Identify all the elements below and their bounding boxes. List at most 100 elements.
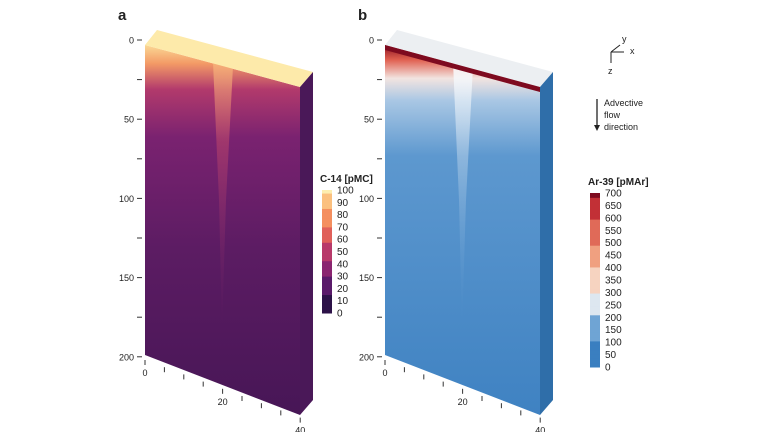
colorbar-segment bbox=[322, 282, 332, 286]
colorbar-segment bbox=[590, 332, 600, 338]
plume bbox=[453, 62, 473, 330]
top-face bbox=[145, 30, 313, 87]
depth-tick-label: 150 bbox=[119, 273, 134, 283]
colorbar-tick-label: 30 bbox=[337, 272, 349, 283]
depth-tick-label: 100 bbox=[119, 194, 134, 204]
colorbar-segment bbox=[590, 345, 600, 351]
colorbar-segment bbox=[590, 293, 600, 298]
colorbar-tick-label: 0 bbox=[605, 363, 611, 374]
colorbar-segment bbox=[590, 271, 600, 277]
colorbar-segment bbox=[322, 294, 332, 299]
axis-x-label: x bbox=[630, 46, 635, 56]
colorbar-segment bbox=[322, 193, 332, 197]
axis-z-label: z bbox=[608, 66, 613, 76]
top-band bbox=[385, 45, 540, 92]
colorbar-segment bbox=[590, 258, 600, 264]
colorbar-segment bbox=[322, 251, 332, 256]
panel-label: b bbox=[358, 7, 367, 24]
colorbar-segment bbox=[590, 240, 600, 246]
colorbar-segment bbox=[322, 260, 332, 265]
axes-orientation-glyph: y x z bbox=[608, 34, 635, 76]
colorbar-segment bbox=[590, 249, 600, 255]
x-tick-label: 40 bbox=[535, 426, 545, 432]
colorbar-tick-label: 20 bbox=[337, 284, 349, 295]
depth-tick-label: 100 bbox=[359, 194, 374, 204]
depth-tick-label: 200 bbox=[359, 352, 374, 362]
annotation-line-2: flow bbox=[604, 110, 621, 120]
colorbar-segment bbox=[322, 217, 332, 222]
depth-tick-label: 0 bbox=[369, 36, 374, 46]
colorbar-tick-label: 50 bbox=[605, 350, 617, 361]
colorbar-segment bbox=[590, 214, 600, 220]
colorbar-title: C-14 [pMC] bbox=[320, 174, 373, 185]
colorbar-tick-label: 550 bbox=[605, 226, 622, 237]
colorbar-segment bbox=[590, 340, 600, 346]
colorbar-segment bbox=[322, 269, 332, 274]
colorbar-tick-label: 600 bbox=[605, 213, 622, 224]
colorbar-tick-label: 200 bbox=[605, 313, 622, 324]
colorbar-segment bbox=[322, 190, 332, 194]
colorbar-segment bbox=[322, 276, 332, 280]
colorbar-segment bbox=[590, 280, 600, 285]
colorbar-tick-label: 0 bbox=[337, 309, 343, 320]
colorbar-segment bbox=[590, 323, 600, 329]
colorbar-segment bbox=[590, 319, 600, 324]
colorbar-segment bbox=[322, 220, 332, 225]
colorbar-segment bbox=[590, 201, 600, 207]
colorbar-segment bbox=[322, 239, 332, 243]
top-face bbox=[385, 30, 553, 87]
x-tick-label: 20 bbox=[458, 397, 468, 407]
colorbar-segment bbox=[322, 285, 332, 289]
colorbar-segment bbox=[322, 202, 332, 206]
colorbar-tick-label: 70 bbox=[337, 222, 349, 233]
colorbar-segment bbox=[322, 306, 332, 311]
colorbar-segment bbox=[322, 297, 332, 302]
colorbar-segment bbox=[590, 314, 600, 320]
depth-tick-label: 50 bbox=[364, 115, 374, 125]
colorbar-segment bbox=[590, 236, 600, 242]
colorbar-segment bbox=[322, 226, 332, 231]
colorbar-segment bbox=[590, 210, 600, 216]
annotation-line-3: direction bbox=[604, 122, 638, 132]
colorbar-segment bbox=[590, 358, 600, 364]
colorbar-tick-label: 700 bbox=[605, 189, 622, 200]
colorbar-segment bbox=[322, 199, 332, 203]
colorbar-segment bbox=[590, 306, 600, 311]
colorbar-segment bbox=[322, 208, 332, 213]
colorbar-tick-label: 10 bbox=[337, 296, 349, 307]
colorbar-segment bbox=[322, 266, 332, 271]
colorbar-segment bbox=[590, 336, 600, 342]
colorbar-tick-label: 90 bbox=[337, 198, 349, 209]
plume bbox=[213, 62, 233, 330]
colorbar-segment bbox=[590, 193, 600, 198]
panel-label: a bbox=[118, 7, 127, 24]
colorbar-segment bbox=[322, 248, 332, 252]
colorbar-segment bbox=[590, 232, 600, 237]
colorbar-segment bbox=[590, 227, 600, 233]
colorbar-segment bbox=[322, 257, 332, 262]
axis-y-label: y bbox=[622, 34, 627, 44]
side-face bbox=[540, 72, 553, 415]
colorbar-segment bbox=[322, 229, 332, 234]
colorbar-segment bbox=[322, 254, 332, 259]
colorbar-segment bbox=[590, 262, 600, 268]
colorbar-segment bbox=[322, 309, 332, 314]
colorbar-segment bbox=[590, 223, 600, 229]
x-tick-label: 20 bbox=[218, 397, 228, 407]
colorbar-tick-label: 300 bbox=[605, 288, 622, 299]
colorbar-segment bbox=[590, 275, 600, 281]
colorbar-segment bbox=[590, 288, 600, 294]
annotation-line-1: Advective bbox=[604, 98, 643, 108]
colorbar-segment bbox=[322, 196, 332, 200]
colorbar-segment bbox=[322, 233, 332, 237]
flow-direction-annotation: Advective flow direction bbox=[594, 98, 643, 132]
colorbar-tick-label: 50 bbox=[337, 247, 349, 258]
colorbar-segment bbox=[590, 266, 600, 272]
colorbar-segment bbox=[322, 263, 332, 268]
depth-tick-label: 0 bbox=[129, 36, 134, 46]
colorbar-segment bbox=[322, 273, 332, 277]
colorbar-segment bbox=[590, 253, 600, 259]
